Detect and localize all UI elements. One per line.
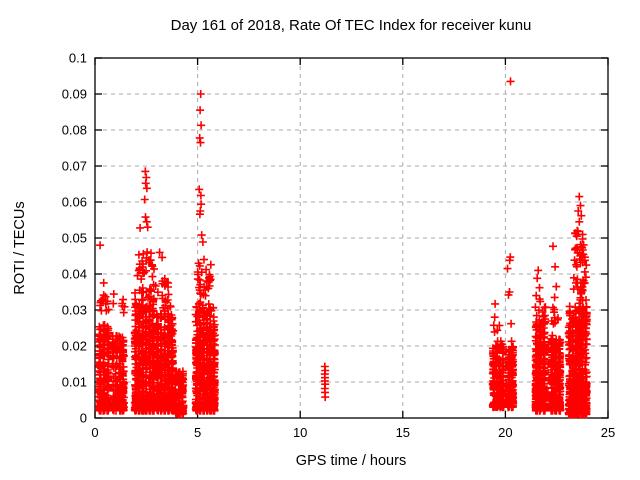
y-tick-label: 0.07 <box>62 159 87 174</box>
data-points-markers <box>95 77 591 419</box>
y-tick-label: 0.1 <box>69 51 87 66</box>
x-tick-label: 25 <box>601 425 615 440</box>
y-tick-label: 0.03 <box>62 303 87 318</box>
x-tick-label: 0 <box>91 425 98 440</box>
x-axis-label: GPS time / hours <box>295 453 407 469</box>
y-tick-label: 0.05 <box>62 231 87 246</box>
y-axis-label: ROTI / TECUs <box>12 201 28 295</box>
x-tick-label: 10 <box>293 425 307 440</box>
x-tick-label: 15 <box>396 425 410 440</box>
y-tick-label: 0.08 <box>62 123 87 138</box>
x-tick-label: 5 <box>194 425 201 440</box>
y-tick-label: 0.02 <box>62 339 87 354</box>
tick-labels: 0 5 10 15 20 25 0 0.01 0.02 0.03 0.04 0.05 0.06 0.07 0… <box>62 51 616 441</box>
x-tick-label: 20 <box>498 425 512 440</box>
plot-frame <box>94 57 609 419</box>
y-tick-label: 0.09 <box>62 87 87 102</box>
y-tick-label: 0 <box>80 411 87 426</box>
y-tick-label: 0.06 <box>62 195 87 210</box>
y-tick-label: 0.01 <box>62 375 87 390</box>
y-tick-label: 0.04 <box>62 267 87 282</box>
chart-title: Day 161 of 2018, Rate Of TEC Index for r… <box>170 17 532 34</box>
